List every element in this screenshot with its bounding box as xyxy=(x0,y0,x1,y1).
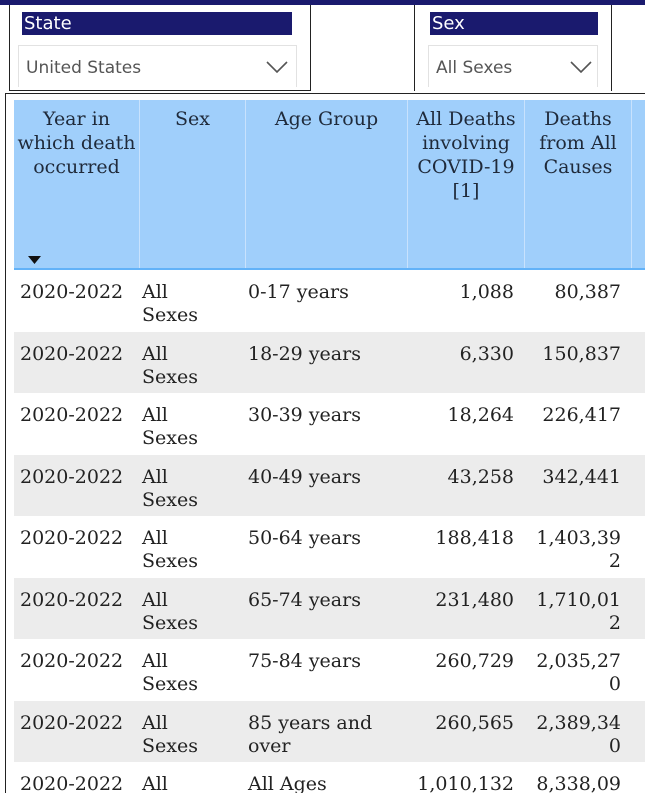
cell-covid-deaths: 18,264 xyxy=(447,404,514,426)
chevron-down-icon xyxy=(266,61,288,73)
cell-year: 2020-2022 xyxy=(20,588,124,611)
table-header: Year in which death occurred Sex Age Gro… xyxy=(14,100,645,268)
cell-age-group: 65-74 years xyxy=(248,588,361,611)
sex-dropdown[interactable]: All Sexes xyxy=(428,45,598,87)
cell-sex: All Sexes xyxy=(142,650,198,695)
state-dropdown-value: United States xyxy=(26,58,142,78)
cell-all-cause-deaths: 150,837 xyxy=(542,342,621,365)
cell-age-group: 18-29 years xyxy=(248,342,361,365)
column-header-age-group[interactable]: Age Group xyxy=(246,100,408,268)
cell-all-cause-deaths: 2,035,270 xyxy=(536,650,621,695)
cell-all-cause-deaths: 1,710,012 xyxy=(536,588,621,634)
column-header-all-cause-deaths[interactable]: Deaths from All Causes xyxy=(525,100,632,268)
cell-age-group: 0-17 years xyxy=(248,281,349,303)
cell-covid-deaths: 231,480 xyxy=(435,588,514,611)
table-row[interactable]: 2020-2022 All Sexes 0-17 years 1,088 80,387 xyxy=(14,270,645,332)
cell-sex: All Sexes xyxy=(142,588,198,634)
cell-covid-deaths: 188,418 xyxy=(435,527,514,549)
cell-year: 2020-2022 xyxy=(20,404,124,426)
table-row[interactable]: 2020-2022 All Sexes 65-74 years 231,480 1,71… xyxy=(14,577,645,639)
table-row[interactable]: 2020-2022 All Sexes 85 years and over 260,5… xyxy=(14,700,645,762)
cell-sex: All Sexes xyxy=(142,342,198,388)
cell-all-cause-deaths: 226,417 xyxy=(542,404,621,426)
top-accent-bar xyxy=(0,0,645,5)
cell-sex: All Sexes xyxy=(142,281,198,326)
sex-slicer-title: Sex xyxy=(430,12,598,35)
cell-year: 2020-2022 xyxy=(20,281,124,303)
cell-age-group: 40-49 years xyxy=(248,465,361,488)
cell-all-cause-deaths: 80,387 xyxy=(554,281,621,303)
column-header-sex[interactable]: Sex xyxy=(140,100,246,268)
sex-dropdown-value: All Sexes xyxy=(436,58,513,78)
table-row[interactable]: 2020-2022 All Sexes 30-39 years 18,264 226,4… xyxy=(14,393,645,455)
cell-age-group: All Ages xyxy=(248,773,327,793)
cell-sex: All Sexes xyxy=(142,404,198,449)
cell-sex: All Sexes xyxy=(142,527,198,572)
cell-covid-deaths: 6,330 xyxy=(459,342,514,365)
cell-all-cause-deaths: 2,389,340 xyxy=(536,711,621,757)
table-row[interactable]: 2020-2022 All Sexes 75-84 years 260,729 2,03… xyxy=(14,639,645,701)
state-slicer-title: State xyxy=(22,12,292,35)
cell-year: 2020-2022 xyxy=(20,342,124,365)
cell-year: 2020-2022 xyxy=(20,711,124,734)
cell-all-cause-deaths: 342,441 xyxy=(542,465,621,488)
state-slicer: State United States xyxy=(9,5,311,91)
state-dropdown[interactable]: United States xyxy=(18,45,297,87)
cell-sex: All Sexes xyxy=(142,711,198,757)
table-row[interactable]: 2020-2022 All Sexes 50-64 years 188,418 1,40… xyxy=(14,516,645,578)
sex-slicer: Sex All Sexes xyxy=(414,5,612,91)
cell-year: 2020-2022 xyxy=(20,773,124,793)
table-row[interactable]: 2020-2022 All Sexes 40-49 years 43,258 342,4… xyxy=(14,454,645,516)
cell-age-group: 85 years and over xyxy=(248,711,373,757)
chevron-down-icon xyxy=(570,61,592,73)
cell-covid-deaths: 1,088 xyxy=(459,281,514,303)
cell-sex: All Sexes xyxy=(142,465,198,511)
cell-all-cause-deaths: 8,338,09 xyxy=(536,773,621,793)
table-row[interactable]: 2020-2022 All Sexes 18-29 years 6,330 150,83… xyxy=(14,331,645,393)
cell-covid-deaths: 43,258 xyxy=(447,465,514,488)
header-underline xyxy=(14,268,645,270)
cell-year: 2020-2022 xyxy=(20,527,124,549)
cell-age-group: 75-84 years xyxy=(248,650,361,672)
cell-covid-deaths: 260,565 xyxy=(435,711,514,734)
cell-year: 2020-2022 xyxy=(20,465,124,488)
cell-year: 2020-2022 xyxy=(20,650,124,672)
cell-all-cause-deaths: 1,403,392 xyxy=(536,527,621,572)
column-header-covid-deaths[interactable]: All Deaths involving COVID-19 [1] xyxy=(408,100,525,268)
column-header-year[interactable]: Year in which death occurred xyxy=(14,100,140,268)
table-row[interactable]: 2020-2022 All Sexes All Ages 1,010,132 8,338… xyxy=(14,762,645,793)
cell-covid-deaths: 260,729 xyxy=(435,650,514,672)
cell-covid-deaths: 1,010,132 xyxy=(417,773,514,793)
cell-age-group: 30-39 years xyxy=(248,404,361,426)
cell-sex: All Sexes xyxy=(142,773,168,793)
deaths-table: Year in which death occurred Sex Age Gro… xyxy=(5,93,645,793)
sort-descending-icon[interactable] xyxy=(28,256,41,264)
cell-age-group: 50-64 years xyxy=(248,527,361,549)
